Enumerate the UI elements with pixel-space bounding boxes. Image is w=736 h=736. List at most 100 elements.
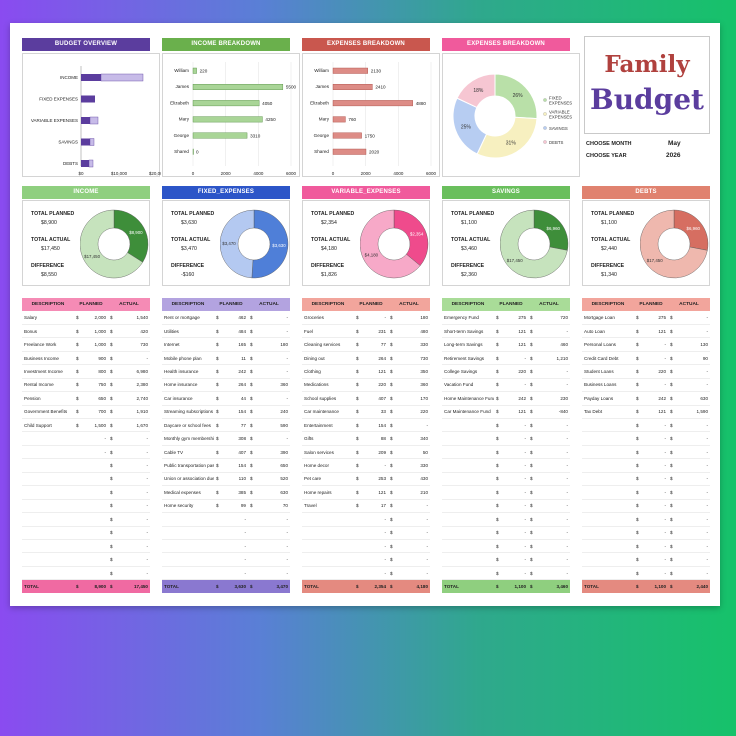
planned-currency[interactable]: $: [634, 445, 642, 460]
planned-currency[interactable]: $: [494, 552, 502, 567]
row-description[interactable]: [582, 552, 634, 567]
planned-amount[interactable]: -: [362, 539, 388, 554]
actual-amount[interactable]: -: [678, 552, 710, 567]
row-description[interactable]: Gifts: [302, 431, 354, 446]
row-description[interactable]: Salary: [22, 311, 74, 325]
actual-currency[interactable]: $: [108, 311, 118, 325]
table-row[interactable]: Retirement Savings $ - $1,210: [442, 351, 570, 366]
row-description[interactable]: Government Benefits: [22, 405, 74, 420]
row-description[interactable]: Personal Loans: [582, 337, 634, 352]
table-row[interactable]: $ -: [22, 539, 150, 554]
actual-currency[interactable]: $: [248, 311, 258, 325]
planned-currency[interactable]: $: [494, 472, 502, 487]
actual-amount[interactable]: -: [678, 472, 710, 487]
actual-amount[interactable]: -: [258, 431, 290, 446]
planned-amount[interactable]: 77: [222, 418, 248, 433]
actual-currency[interactable]: $: [108, 364, 118, 379]
planned-currency[interactable]: $: [354, 391, 362, 406]
actual-currency[interactable]: $: [248, 458, 258, 473]
planned-currency[interactable]: [74, 526, 82, 540]
planned-amount[interactable]: -: [362, 458, 388, 473]
actual-amount[interactable]: 360: [398, 378, 430, 393]
actual-amount[interactable]: -: [118, 485, 150, 500]
table-row[interactable]: $ -: [22, 485, 150, 500]
table-row[interactable]: $ - $ -: [582, 552, 710, 567]
actual-currency[interactable]: $: [248, 351, 258, 366]
actual-currency[interactable]: $: [388, 351, 398, 366]
planned-currency[interactable]: $: [214, 472, 222, 487]
actual-amount[interactable]: 6,980: [118, 364, 150, 379]
planned-currency[interactable]: [354, 539, 362, 554]
actual-currency[interactable]: $: [248, 431, 258, 446]
planned-amount[interactable]: 121: [502, 337, 528, 352]
planned-amount[interactable]: [82, 566, 108, 581]
row-description[interactable]: Business Income: [22, 351, 74, 366]
row-description[interactable]: Child Support: [22, 418, 74, 433]
planned-currency[interactable]: $: [634, 472, 642, 487]
row-description[interactable]: [582, 512, 634, 527]
actual-currency[interactable]: $: [388, 499, 398, 514]
planned-amount[interactable]: -: [502, 499, 528, 514]
actual-amount[interactable]: -: [538, 378, 570, 393]
table-row[interactable]: $ - $ -: [582, 418, 710, 433]
planned-currency[interactable]: $: [634, 552, 642, 567]
table-row[interactable]: Home Maintenance Fund $242 $230: [442, 391, 570, 406]
actual-amount[interactable]: 2,380: [118, 378, 150, 393]
planned-amount[interactable]: -: [362, 512, 388, 527]
row-description[interactable]: [22, 472, 74, 487]
table-row[interactable]: $ - $ -: [582, 526, 710, 540]
planned-currency[interactable]: $: [74, 311, 82, 325]
actual-amount[interactable]: 330: [398, 337, 430, 352]
planned-currency[interactable]: $: [74, 405, 82, 420]
planned-currency[interactable]: [354, 566, 362, 581]
actual-currency[interactable]: $: [388, 337, 398, 352]
actual-currency[interactable]: [248, 566, 258, 581]
planned-currency[interactable]: $: [354, 324, 362, 339]
planned-currency[interactable]: $: [214, 337, 222, 352]
row-description[interactable]: Dining out: [302, 351, 354, 366]
planned-currency[interactable]: $: [494, 324, 502, 339]
table-row[interactable]: Travel $17 $ -: [302, 499, 430, 514]
table-row[interactable]: $ - $ -: [582, 539, 710, 554]
planned-amount[interactable]: -: [222, 539, 248, 554]
row-description[interactable]: [442, 499, 494, 514]
row-description[interactable]: Pet care: [302, 472, 354, 487]
table-row[interactable]: $ - $ -: [442, 566, 570, 581]
table-row[interactable]: --: [162, 526, 290, 540]
table-row[interactable]: Tax Debt $121 $1,590: [582, 405, 710, 420]
actual-currency[interactable]: $: [668, 351, 678, 366]
row-description[interactable]: [582, 499, 634, 514]
planned-amount[interactable]: 264: [222, 378, 248, 393]
planned-currency[interactable]: [214, 566, 222, 581]
planned-amount[interactable]: 121: [502, 324, 528, 339]
actual-amount[interactable]: 180: [398, 311, 430, 325]
actual-amount[interactable]: -: [398, 418, 430, 433]
planned-amount[interactable]: [82, 526, 108, 540]
actual-currency[interactable]: [248, 526, 258, 540]
planned-amount[interactable]: 209: [362, 445, 388, 460]
table-row[interactable]: Medications $220 $360: [302, 378, 430, 393]
planned-currency[interactable]: $: [214, 485, 222, 500]
actual-currency[interactable]: $: [388, 391, 398, 406]
planned-currency[interactable]: $: [354, 311, 362, 325]
planned-amount[interactable]: -: [222, 526, 248, 540]
planned-currency[interactable]: $: [634, 526, 642, 540]
planned-amount[interactable]: -: [642, 351, 668, 366]
table-row[interactable]: Clothing $121 $350: [302, 364, 430, 379]
row-description[interactable]: Payday Loans: [582, 391, 634, 406]
row-description[interactable]: [442, 472, 494, 487]
planned-currency[interactable]: $: [494, 458, 502, 473]
actual-amount[interactable]: -: [678, 311, 710, 325]
actual-currency[interactable]: $: [668, 552, 678, 567]
table-row[interactable]: $ - $ -: [442, 512, 570, 527]
month-select[interactable]: May: [668, 140, 681, 147]
planned-currency[interactable]: $: [634, 485, 642, 500]
actual-amount[interactable]: -: [258, 539, 290, 554]
table-row[interactable]: Pet care $253 $430: [302, 472, 430, 487]
planned-amount[interactable]: -: [502, 526, 528, 540]
actual-amount[interactable]: 390: [258, 445, 290, 460]
row-description[interactable]: [582, 431, 634, 446]
actual-amount[interactable]: 630: [258, 485, 290, 500]
table-row[interactable]: $ - $ -: [442, 526, 570, 540]
actual-currency[interactable]: $: [388, 311, 398, 325]
